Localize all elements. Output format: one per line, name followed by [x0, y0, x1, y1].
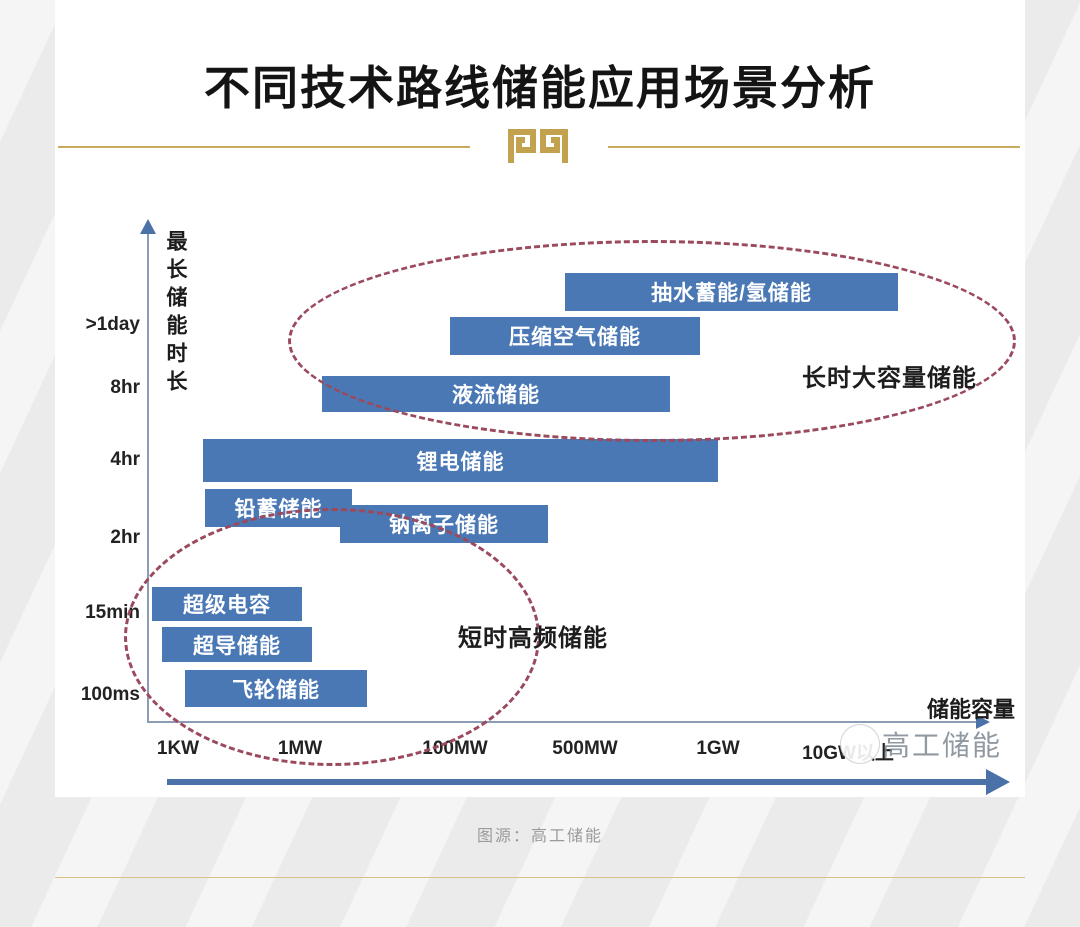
capacity-arrow-head-icon — [986, 769, 1010, 795]
y-tick-2hr: 2hr — [110, 527, 140, 548]
x-tick-1kw: 1KW — [156, 738, 200, 759]
x-axis-arrow-icon — [976, 715, 990, 729]
watermark: 高工储能 — [840, 724, 1002, 764]
x-axis-title: 储能容量 — [926, 697, 1015, 722]
y-axis-arrow-icon — [140, 219, 156, 234]
y-axis-title: 最长储能时长 — [164, 230, 187, 398]
ellipse-long-duration-group — [288, 240, 1016, 442]
gold-divider-right — [608, 146, 1020, 148]
page-title: 不同技术路线储能应用场景分析 — [204, 62, 876, 114]
source-caption: 图源：高工储能 — [476, 828, 603, 845]
x-tick-1gw: 1GW — [696, 738, 740, 759]
y-tick-4hr: 4hr — [110, 449, 140, 470]
x-tick-500mw: 500MW — [552, 738, 618, 759]
y-tick-1day: >1day — [85, 314, 140, 335]
brand-maze-logo-icon — [508, 129, 568, 163]
gold-hairline — [55, 877, 1025, 878]
y-tick-8hr: 8hr — [110, 377, 140, 398]
bar-lithium: 锂电储能 — [203, 439, 718, 482]
y-tick-100ms: 100ms — [80, 684, 140, 705]
label-long-duration-group: 长时大容量储能 — [802, 365, 977, 392]
y-axis-line — [147, 232, 149, 723]
label-short-duration-group: 短时高频储能 — [458, 625, 608, 652]
capacity-arrow-band — [167, 779, 989, 785]
watermark-text: 高工储能 — [882, 730, 1003, 761]
ellipse-short-duration-group — [124, 508, 540, 766]
gold-divider-left — [58, 146, 470, 148]
x-axis-line — [147, 721, 979, 723]
watermark-logo-icon — [840, 724, 880, 764]
